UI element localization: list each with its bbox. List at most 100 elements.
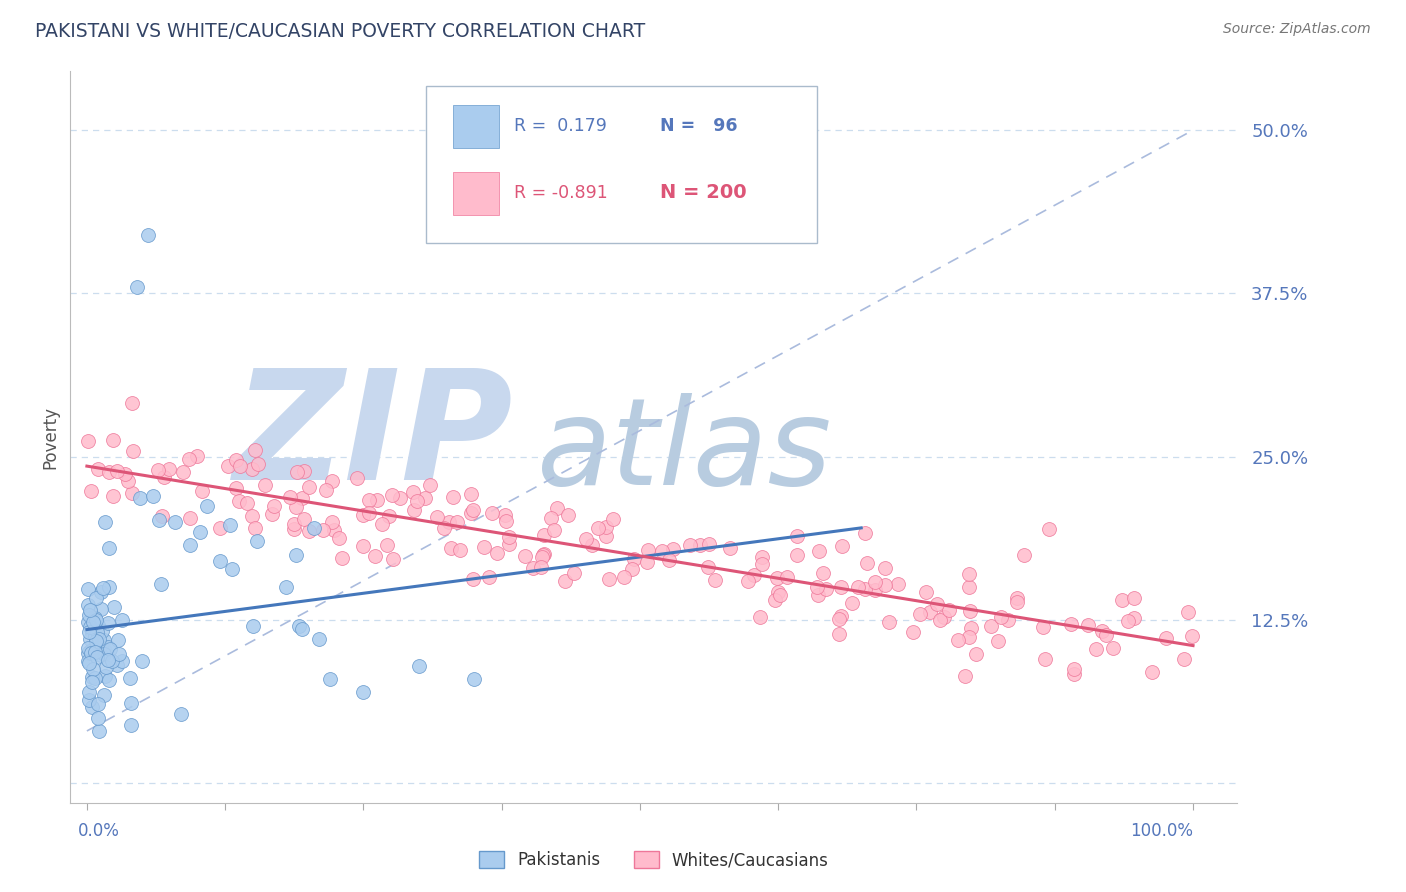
Point <box>908 607 931 621</box>
Point <box>97 673 120 687</box>
Point <box>987 633 1010 648</box>
Point <box>828 626 851 640</box>
Point <box>751 557 773 571</box>
Point <box>346 471 368 485</box>
Text: 100.0%: 100.0% <box>1130 822 1194 840</box>
Point <box>1181 629 1204 643</box>
Point <box>225 453 247 467</box>
Point <box>375 538 398 552</box>
Point <box>90 638 112 652</box>
Point <box>165 515 187 529</box>
Point <box>136 227 159 242</box>
Point <box>581 538 603 552</box>
Point <box>1032 620 1054 634</box>
Point <box>472 540 495 554</box>
Point <box>786 548 808 562</box>
Point <box>449 542 471 557</box>
Point <box>87 698 110 712</box>
Point <box>533 527 555 541</box>
Point <box>190 524 212 539</box>
Point <box>315 483 337 498</box>
Point <box>744 568 766 582</box>
Point <box>562 566 585 580</box>
Point <box>352 508 374 522</box>
Point <box>253 478 276 492</box>
Point <box>863 582 886 597</box>
Point <box>82 615 104 630</box>
Point <box>877 615 900 629</box>
Point <box>689 538 711 552</box>
Point <box>90 624 112 639</box>
Point <box>1116 614 1139 628</box>
Text: Source: ZipAtlas.com: Source: ZipAtlas.com <box>1223 22 1371 37</box>
FancyBboxPatch shape <box>453 172 499 215</box>
Point <box>84 591 107 606</box>
Point <box>242 619 264 633</box>
Point <box>763 593 786 607</box>
Point <box>86 649 108 664</box>
Point <box>111 654 134 668</box>
Point <box>79 624 101 639</box>
Point <box>77 684 100 698</box>
Point <box>330 551 353 566</box>
Point <box>280 490 302 504</box>
Point <box>228 494 250 508</box>
Point <box>751 550 773 565</box>
Point <box>101 654 124 668</box>
Point <box>77 654 100 668</box>
Point <box>929 613 952 627</box>
Point <box>1111 593 1133 607</box>
Point <box>786 528 808 542</box>
Point <box>776 570 799 584</box>
Point <box>177 452 200 467</box>
Point <box>79 619 101 633</box>
Point <box>87 632 110 646</box>
Point <box>932 610 955 624</box>
Point <box>93 646 115 660</box>
Point <box>366 493 388 508</box>
Point <box>80 483 103 498</box>
Legend: Pakistanis, Whites/Caucasians: Pakistanis, Whites/Caucasians <box>472 845 835 876</box>
Point <box>807 588 830 602</box>
Point <box>243 443 266 458</box>
Point <box>440 541 463 555</box>
Point <box>853 582 876 597</box>
Y-axis label: Poverty: Poverty <box>41 406 59 468</box>
Point <box>243 521 266 535</box>
Point <box>811 566 834 580</box>
Point <box>766 584 789 599</box>
Point <box>546 500 568 515</box>
Text: PAKISTANI VS WHITE/CAUCASIAN POVERTY CORRELATION CHART: PAKISTANI VS WHITE/CAUCASIAN POVERTY COR… <box>35 22 645 41</box>
Point <box>84 634 107 648</box>
Point <box>381 488 404 502</box>
Point <box>463 672 485 686</box>
Point <box>90 602 112 616</box>
Point <box>1033 651 1056 665</box>
Point <box>79 693 101 707</box>
Point <box>1095 628 1118 642</box>
Text: N = 200: N = 200 <box>659 184 747 202</box>
Point <box>498 536 520 550</box>
Point <box>97 580 120 594</box>
Point <box>828 612 851 626</box>
Point <box>595 529 617 543</box>
Point <box>408 658 430 673</box>
Point <box>531 549 554 563</box>
Point <box>679 538 702 552</box>
Point <box>170 707 193 722</box>
Text: atlas: atlas <box>537 393 832 510</box>
Point <box>90 648 112 662</box>
Point <box>359 506 381 520</box>
Text: ZIP: ZIP <box>235 362 513 512</box>
Point <box>125 280 148 294</box>
Point <box>321 474 343 488</box>
Point <box>807 544 830 558</box>
Point <box>246 534 269 549</box>
Point <box>120 671 142 685</box>
Point <box>191 483 214 498</box>
Point <box>77 657 100 671</box>
Point <box>948 633 970 648</box>
Point <box>77 598 100 612</box>
Point <box>586 521 609 535</box>
Point <box>378 508 401 523</box>
